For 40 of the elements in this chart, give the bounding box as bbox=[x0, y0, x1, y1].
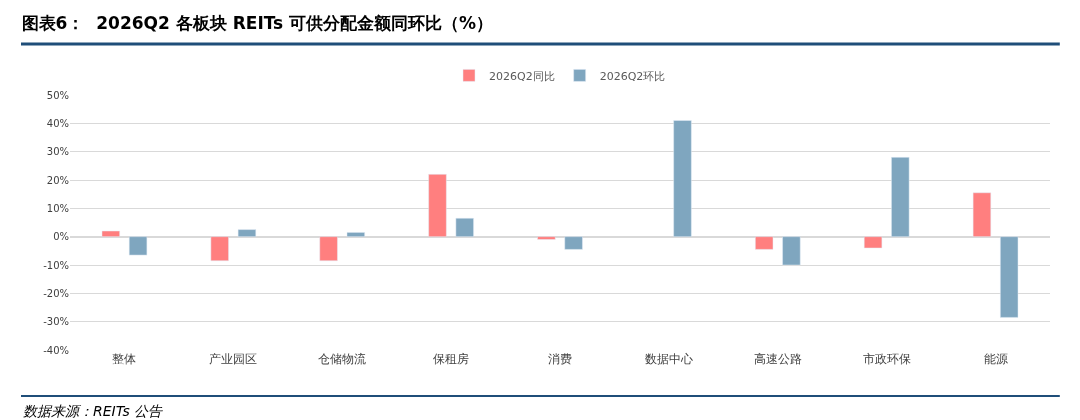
bar bbox=[319, 236, 338, 261]
x-tick-label: 产业园区 bbox=[209, 352, 258, 366]
bar bbox=[101, 230, 120, 237]
source-note: 数据来源：REITs 公告 bbox=[23, 403, 164, 419]
y-tick-label: -10% bbox=[43, 259, 69, 271]
bar bbox=[673, 120, 692, 237]
bar bbox=[782, 236, 801, 266]
bar bbox=[863, 236, 883, 249]
bar bbox=[564, 236, 583, 250]
y-tick-label: -40% bbox=[43, 344, 69, 356]
x-tick-label: 仓储物流 bbox=[318, 352, 367, 366]
bar bbox=[891, 157, 910, 237]
x-tick-label: 整体 bbox=[112, 352, 137, 366]
y-tick-label: 50% bbox=[46, 89, 69, 101]
bar bbox=[346, 232, 365, 237]
bar bbox=[428, 174, 447, 237]
x-tick-label: 高速公路 bbox=[753, 352, 802, 366]
bar bbox=[755, 236, 774, 250]
y-tick-label: 0% bbox=[53, 231, 69, 243]
x-tick-label: 能源 bbox=[983, 352, 1008, 366]
bar bbox=[128, 236, 148, 256]
x-tick-label: 市政环保 bbox=[862, 352, 911, 366]
bar bbox=[210, 236, 229, 261]
chart-title: 图表6： 2026Q2 各板块 REITs 可供分配金额同环比（%） bbox=[21, 12, 494, 33]
bar bbox=[455, 218, 474, 237]
bar bbox=[972, 192, 992, 237]
x-tick-label: 数据中心 bbox=[644, 352, 693, 366]
x-tick-label: 保租房 bbox=[433, 352, 470, 366]
y-tick-label: 30% bbox=[46, 146, 69, 158]
bar bbox=[1000, 236, 1019, 318]
legend-label: 2026Q2环比 bbox=[599, 69, 666, 83]
bar bbox=[537, 236, 556, 240]
y-tick-label: -30% bbox=[43, 316, 69, 328]
x-tick-label: 消费 bbox=[548, 352, 572, 366]
bar bbox=[237, 229, 257, 237]
y-tick-label: 20% bbox=[46, 174, 69, 186]
y-tick-label: 40% bbox=[46, 117, 69, 129]
legend-label: 2026Q2同比 bbox=[489, 69, 555, 83]
y-tick-label: -20% bbox=[43, 287, 69, 299]
y-tick-label: 10% bbox=[46, 202, 69, 214]
